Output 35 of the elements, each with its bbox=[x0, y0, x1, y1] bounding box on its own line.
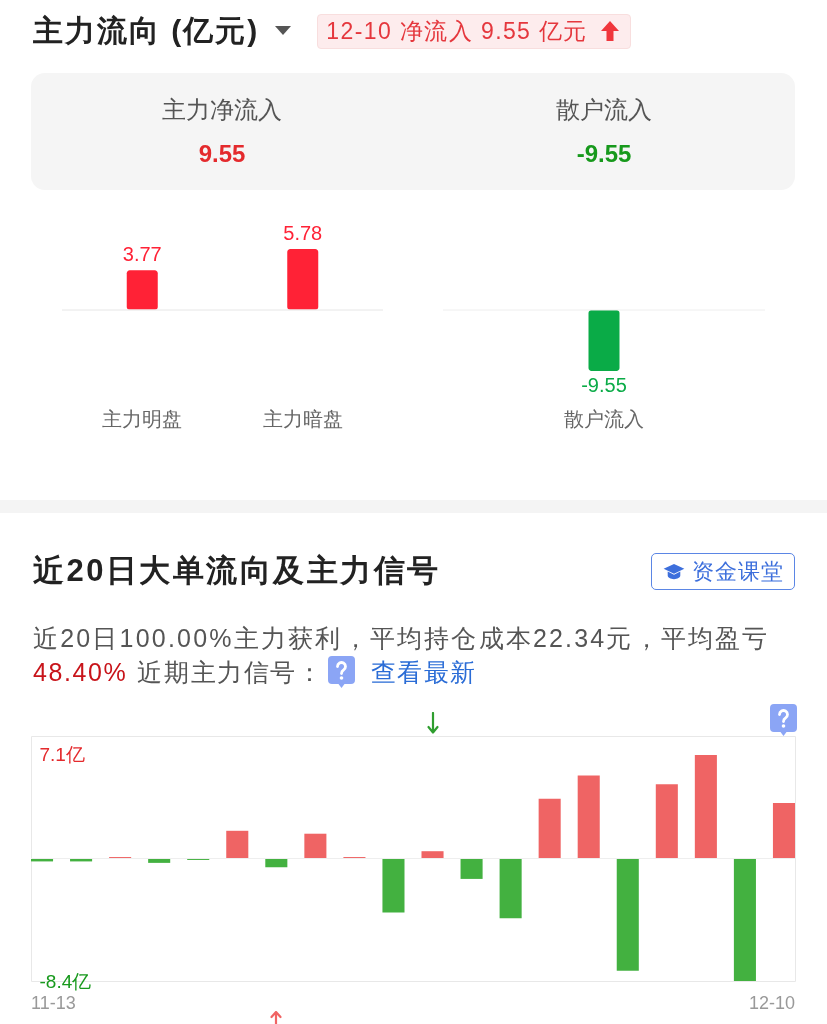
x-tick-label: 主力暗盘 bbox=[262, 407, 343, 430]
x-tick-label: 12-10 bbox=[748, 992, 795, 1013]
bar bbox=[460, 858, 483, 879]
bar bbox=[577, 775, 600, 859]
bar bbox=[226, 830, 249, 859]
bar bbox=[772, 803, 795, 859]
bar bbox=[538, 798, 561, 859]
bar bbox=[499, 858, 522, 919]
data-label: -9.55 bbox=[575, 140, 633, 168]
data-label: 9.55 bbox=[197, 140, 247, 168]
chart-title: 近20日大单流向及主力信号 bbox=[33, 553, 441, 588]
category-label: 散户流入 bbox=[555, 96, 653, 124]
data-label: 5.78 bbox=[283, 222, 323, 244]
data-label: -9.55 bbox=[581, 374, 627, 396]
text: 近期主力信号： bbox=[137, 658, 324, 686]
bar bbox=[655, 784, 678, 859]
bar bbox=[616, 858, 639, 971]
text: 主力流向 (亿元) bbox=[33, 13, 260, 49]
data-label: 3.77 bbox=[122, 243, 162, 266]
y-tick-label: 7.1亿 bbox=[39, 744, 85, 766]
bar bbox=[694, 754, 717, 859]
category-label: 主力净流入 bbox=[161, 96, 283, 124]
bar bbox=[382, 858, 405, 913]
x-tick-label: 11-13 bbox=[31, 992, 76, 1013]
x-tick-label: 主力明盘 bbox=[102, 407, 183, 430]
bar bbox=[733, 858, 756, 981]
text: 查看最新 bbox=[370, 658, 477, 686]
notice-badge: 12-10 净流入 9.55 亿元 bbox=[317, 13, 631, 49]
bar bbox=[304, 833, 327, 859]
summary-card: 主力净流入 9.55 散户流入 -9.55 bbox=[31, 73, 795, 190]
chart-subtitle: 近20日100.00%主力获利，平均持仓成本22.34元，平均盈亏 bbox=[33, 624, 770, 652]
y-tick-label: -8.4亿 bbox=[39, 970, 92, 992]
x-tick-label: 散户流入 bbox=[564, 407, 644, 430]
text: 48.40% bbox=[33, 658, 128, 686]
outlined-button[interactable]: 资金课堂 bbox=[651, 553, 795, 590]
